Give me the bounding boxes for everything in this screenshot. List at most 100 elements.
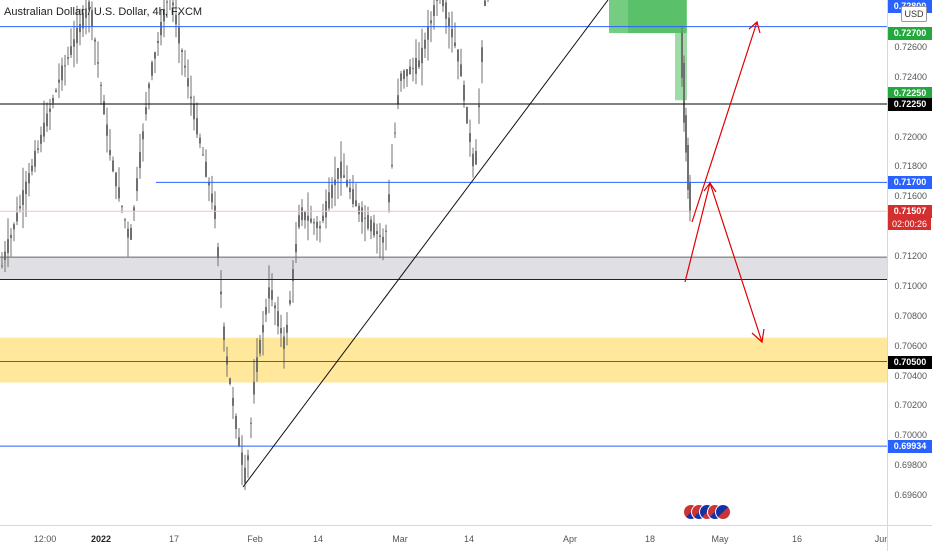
- candle-body[interactable]: [88, 1, 90, 10]
- candle-body[interactable]: [265, 307, 267, 315]
- candle-body[interactable]: [211, 193, 213, 203]
- price-chart[interactable]: [0, 0, 887, 525]
- price-tag[interactable]: 0.71507: [888, 205, 932, 219]
- candle-body[interactable]: [343, 175, 345, 178]
- candle-body[interactable]: [94, 39, 96, 42]
- candle-body[interactable]: [250, 422, 252, 424]
- candle-body[interactable]: [382, 236, 384, 243]
- candle-body[interactable]: [340, 161, 342, 178]
- candle-body[interactable]: [358, 205, 360, 215]
- candle-body[interactable]: [484, 0, 486, 6]
- candle-body[interactable]: [100, 84, 102, 86]
- candle-body[interactable]: [373, 222, 375, 236]
- candle-body[interactable]: [307, 215, 309, 221]
- candle-body[interactable]: [322, 215, 324, 221]
- candle-body[interactable]: [304, 211, 306, 221]
- candle-body[interactable]: [256, 357, 258, 372]
- candle-body[interactable]: [52, 98, 54, 104]
- candle-body[interactable]: [220, 291, 222, 295]
- candle-body[interactable]: [85, 8, 87, 18]
- candle-body[interactable]: [46, 113, 48, 127]
- price-tag[interactable]: 0.72700: [888, 27, 932, 41]
- candle-body[interactable]: [178, 27, 180, 44]
- candle-body[interactable]: [427, 26, 429, 40]
- candle-body[interactable]: [337, 167, 339, 179]
- candle-body[interactable]: [112, 160, 114, 172]
- candle-body[interactable]: [436, 0, 438, 1]
- candle-body[interactable]: [391, 164, 393, 167]
- candle-body[interactable]: [451, 28, 453, 38]
- candle-body[interactable]: [232, 397, 234, 406]
- candle-body[interactable]: [448, 17, 450, 27]
- price-tag[interactable]: 0.69934: [888, 440, 932, 454]
- candle-body[interactable]: [349, 187, 351, 193]
- candle-body[interactable]: [400, 73, 402, 81]
- candle-body[interactable]: [235, 415, 237, 430]
- candle-body[interactable]: [355, 200, 357, 207]
- candle-body[interactable]: [319, 226, 321, 229]
- currency-badge[interactable]: USD: [901, 6, 927, 22]
- candle-body[interactable]: [43, 122, 45, 137]
- candle-body[interactable]: [295, 243, 297, 253]
- candle-body[interactable]: [259, 339, 261, 354]
- candle-body[interactable]: [469, 133, 471, 143]
- candle-body[interactable]: [121, 206, 123, 208]
- candle-body[interactable]: [31, 165, 33, 172]
- candle-body[interactable]: [298, 215, 300, 228]
- candle-body[interactable]: [424, 39, 426, 49]
- candle-body[interactable]: [115, 172, 117, 187]
- candle-body[interactable]: [193, 104, 195, 120]
- candle-body[interactable]: [22, 190, 24, 205]
- candle-body[interactable]: [394, 132, 396, 134]
- price-tag[interactable]: 0.72250: [888, 98, 932, 111]
- candle-body[interactable]: [385, 230, 387, 232]
- candle-body[interactable]: [226, 356, 228, 365]
- candle-body[interactable]: [142, 131, 144, 140]
- candle-body[interactable]: [409, 66, 411, 75]
- candle-body[interactable]: [238, 437, 240, 447]
- candle-body[interactable]: [361, 207, 363, 222]
- chart-area[interactable]: Australian Dollar / U.S. Dollar, 4h, FXC…: [0, 0, 887, 525]
- candle-body[interactable]: [388, 194, 390, 203]
- candle-body[interactable]: [280, 328, 282, 334]
- candle-body[interactable]: [184, 65, 186, 68]
- candle-body[interactable]: [118, 187, 120, 199]
- candle-body[interactable]: [478, 105, 480, 108]
- candle-body[interactable]: [223, 326, 225, 341]
- candle-body[interactable]: [187, 78, 189, 87]
- candle-body[interactable]: [460, 64, 462, 77]
- trendline[interactable]: [242, 0, 609, 488]
- candle-body[interactable]: [127, 228, 129, 238]
- candle-body[interactable]: [103, 101, 105, 115]
- candle-body[interactable]: [34, 150, 36, 167]
- candle-body[interactable]: [421, 47, 423, 64]
- candle-body[interactable]: [64, 65, 66, 67]
- candle-body[interactable]: [97, 62, 99, 64]
- candle-body[interactable]: [472, 153, 474, 167]
- candle-body[interactable]: [109, 149, 111, 156]
- price-tag[interactable]: 0.71700: [888, 176, 932, 190]
- candle-body[interactable]: [175, 14, 177, 25]
- candle-body[interactable]: [61, 65, 63, 81]
- candle-body[interactable]: [151, 62, 153, 76]
- candle-body[interactable]: [67, 57, 69, 59]
- candle-body[interactable]: [217, 247, 219, 259]
- candle-body[interactable]: [28, 173, 30, 184]
- candle-body[interactable]: [55, 89, 57, 92]
- candle-body[interactable]: [457, 49, 459, 62]
- price-tag[interactable]: 0.72250: [888, 86, 932, 100]
- projection-arrow[interactable]: [751, 328, 765, 344]
- candle-body[interactable]: [415, 57, 417, 74]
- candle-body[interactable]: [681, 33, 683, 78]
- au-flag-icon[interactable]: [715, 504, 731, 520]
- candle-body[interactable]: [277, 311, 279, 327]
- candle-body[interactable]: [148, 83, 150, 89]
- candle-body[interactable]: [208, 181, 210, 186]
- time-axis[interactable]: 12:00 2022 17 Feb 14 Mar 14 Apr 18 May 16 Jun: [0, 525, 889, 551]
- candle-body[interactable]: [70, 46, 72, 55]
- candle-body[interactable]: [475, 151, 477, 165]
- candle-body[interactable]: [13, 224, 15, 230]
- candle-body[interactable]: [316, 221, 318, 229]
- candle-body[interactable]: [205, 161, 207, 177]
- candle-body[interactable]: [49, 108, 51, 112]
